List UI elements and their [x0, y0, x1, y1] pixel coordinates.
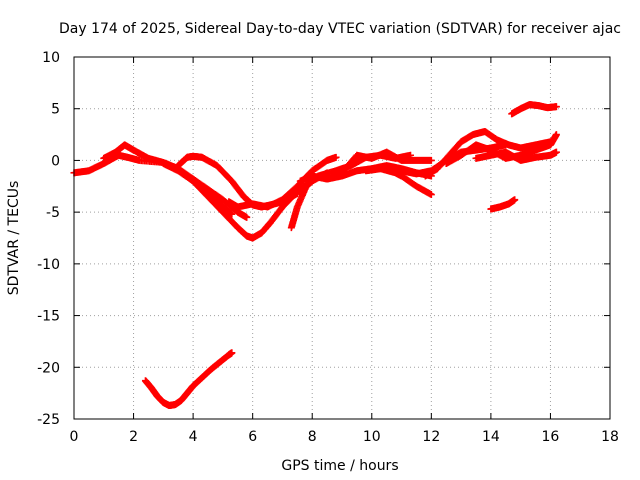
data-point-marker — [552, 131, 560, 139]
y-axis-label: SDTVAR / TECUs — [6, 181, 22, 296]
x-tick-label: 4 — [189, 429, 198, 445]
y-tick-label: 5 — [51, 102, 60, 118]
series-track-9 — [362, 165, 435, 199]
y-tick-label: -25 — [37, 412, 60, 428]
data-point-marker — [228, 349, 236, 357]
series-track-5 — [225, 153, 340, 211]
chart-title: Day 174 of 2025, Sidereal Day-to-day VTE… — [59, 21, 621, 37]
data-point-marker — [332, 153, 340, 161]
data-point-marker — [511, 196, 519, 204]
data-point-marker — [427, 156, 435, 164]
y-tick-label: -15 — [37, 309, 60, 325]
x-tick-label: 6 — [248, 429, 257, 445]
x-tick-label: 14 — [482, 429, 500, 445]
x-tick-label: 18 — [601, 429, 619, 445]
data-point-marker — [427, 191, 435, 199]
series-track-16 — [141, 349, 236, 410]
plot-frame — [73, 56, 611, 420]
data-point-marker — [228, 210, 236, 218]
x-tick-label: 10 — [363, 429, 381, 445]
series-track-14 — [508, 101, 560, 118]
x-tick-label: 8 — [308, 429, 317, 445]
x-axis-label: GPS time / hours — [281, 458, 398, 474]
series-track-8 — [338, 148, 435, 177]
data-points — [70, 101, 560, 410]
data-point-marker — [552, 148, 560, 156]
grid — [74, 57, 610, 419]
y-tick-label: -5 — [46, 205, 60, 221]
axis-ticks: 0 2 4 6 8 10 12 14 16 18 -25 -20 -15 -10 -5 0 5 10 — [37, 50, 619, 445]
series-track-4 — [159, 160, 331, 242]
series-track-15 — [487, 196, 519, 213]
x-tick-label: 16 — [542, 429, 560, 445]
y-tick-label: -10 — [37, 257, 60, 273]
data-point-marker — [243, 213, 251, 221]
data-point-marker — [552, 103, 560, 111]
series-track-13 — [472, 148, 560, 164]
y-tick-label: 10 — [42, 50, 60, 66]
x-tick-label: 2 — [129, 429, 138, 445]
x-tick-label: 12 — [422, 429, 440, 445]
x-tick-label: 0 — [70, 429, 79, 445]
y-tick-label: -20 — [37, 360, 60, 376]
y-tick-label: 0 — [51, 153, 60, 169]
